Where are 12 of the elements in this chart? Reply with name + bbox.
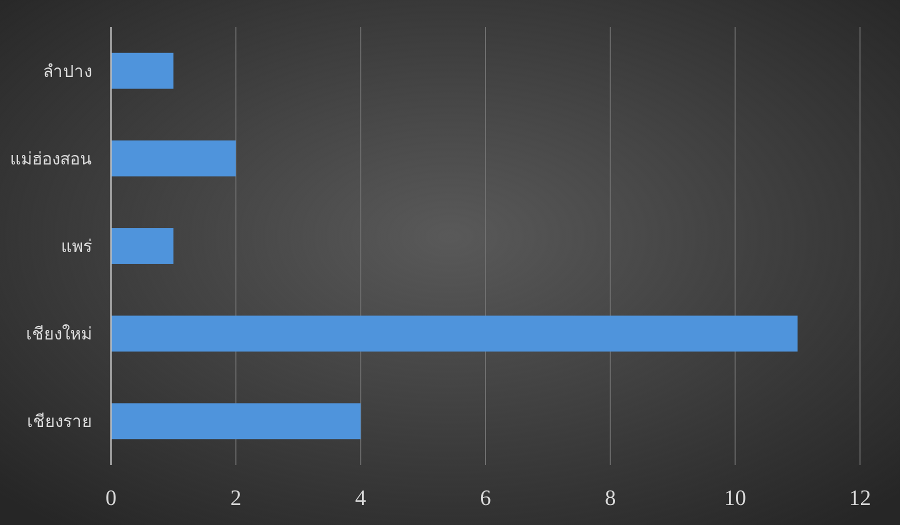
x-tick-label: 12 [849, 485, 871, 510]
x-tick-label: 4 [355, 485, 366, 510]
y-tick-label: แม่ฮ่องสอน [10, 149, 92, 170]
x-tick-label: 2 [230, 485, 242, 510]
x-tick-label: 6 [480, 485, 491, 510]
x-tick-label: 8 [604, 485, 616, 510]
x-tick-label: 0 [106, 485, 116, 510]
x-tick-label: 10 [724, 485, 746, 510]
y-tick-label: เชียงใหม่ [26, 324, 92, 345]
y-tick-label: แพร่ [61, 237, 92, 257]
y-tick-label: ลำปาง [43, 62, 92, 82]
y-tick-label: เชียงราย [27, 412, 92, 432]
